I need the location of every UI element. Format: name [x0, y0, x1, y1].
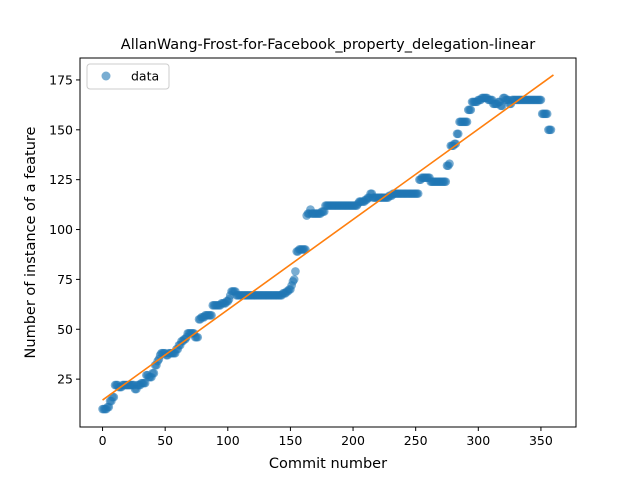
y-tick-label-75: 75 — [57, 272, 73, 287]
y-tick-label-150: 150 — [49, 122, 73, 137]
plot-area — [80, 58, 576, 427]
data-point-76 — [193, 332, 203, 342]
y-tick-label-25: 25 — [57, 372, 73, 387]
y-axis-ticks: 25 50 75 100 125 150 175 — [49, 72, 80, 387]
x-axis-label: Commit number — [269, 456, 387, 472]
x-tick-label-200: 200 — [341, 433, 365, 448]
fit-line — [102, 74, 554, 401]
x-tick-label-350: 350 — [529, 433, 553, 448]
data-point-284 — [453, 129, 463, 139]
y-tick-label-50: 50 — [57, 322, 73, 337]
data-point-294 — [466, 105, 476, 115]
data-point-358 — [546, 125, 556, 135]
x-tick-label-250: 250 — [404, 433, 428, 448]
legend: data — [86, 63, 170, 90]
x-tick-label-300: 300 — [466, 433, 490, 448]
x-tick-label-50: 50 — [157, 433, 173, 448]
axes-frame — [79, 57, 577, 428]
data-point-291 — [462, 117, 472, 127]
y-axis-label: Number of instance of a feature — [23, 126, 39, 358]
data-point-87 — [207, 311, 216, 320]
data-point-154 — [291, 267, 300, 276]
data-points — [98, 93, 556, 414]
data-point-41 — [149, 368, 159, 378]
x-tick-label-0: 0 — [99, 433, 107, 448]
data-point-9 — [109, 392, 119, 402]
data-point-350 — [536, 95, 546, 105]
legend-box — [86, 63, 170, 90]
fit-line-group — [102, 74, 554, 401]
x-tick-label-150: 150 — [278, 433, 302, 448]
x-axis-ticks: 0 50 100 150 200 250 300 350 — [99, 427, 553, 448]
y-tick-label-100: 100 — [49, 222, 73, 237]
legend-marker-data — [101, 71, 111, 81]
y-tick-label-175: 175 — [49, 72, 73, 87]
chart-title: AllanWang-Frost-for-Facebook_property_de… — [121, 37, 535, 53]
data-point-274 — [441, 177, 451, 186]
data-point-153 — [289, 275, 299, 284]
legend-label-data: data — [131, 69, 159, 84]
x-tick-label-100: 100 — [216, 433, 240, 448]
y-tick-label-125: 125 — [49, 172, 73, 187]
data-point-277 — [445, 159, 454, 169]
data-point-355 — [542, 109, 552, 119]
data-point-252 — [413, 189, 423, 198]
axes-spines — [79, 57, 577, 428]
data-point-282 — [451, 139, 461, 149]
